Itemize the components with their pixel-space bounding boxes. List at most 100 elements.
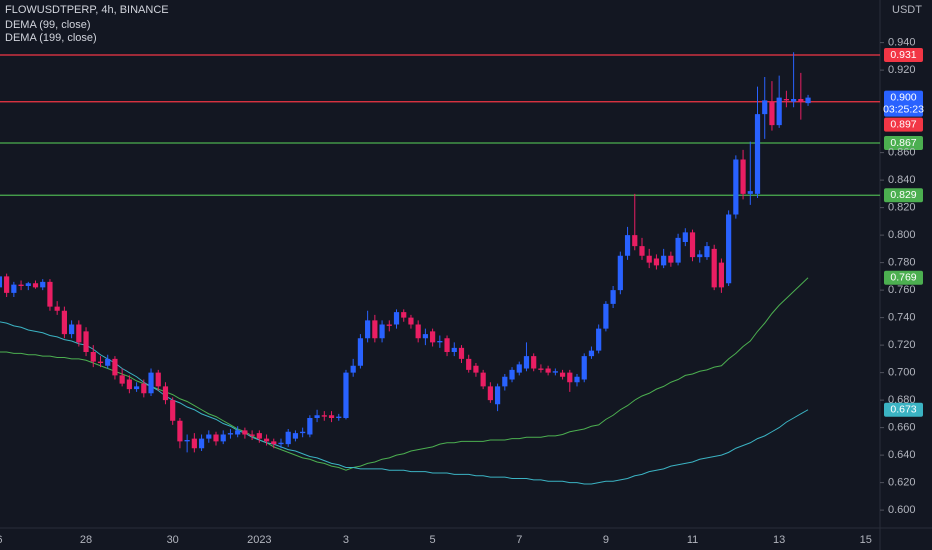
candle-body	[740, 159, 746, 194]
candle-body	[718, 262, 725, 288]
legend-entry: DEMA (99, close)	[5, 19, 91, 31]
y-tick-label: 0.820	[888, 202, 916, 214]
candle-body	[83, 331, 89, 352]
price-tag-label: 0.931	[890, 49, 916, 61]
candle-body	[32, 283, 39, 288]
x-tick-label: 30	[167, 534, 179, 546]
y-tick-label: 0.760	[888, 284, 916, 296]
candle-body	[177, 420, 183, 442]
candle-body	[668, 255, 674, 263]
candle-body	[365, 320, 371, 339]
candle-body	[617, 255, 623, 291]
candle-body	[798, 99, 804, 102]
candle-body	[162, 386, 169, 401]
candle-body	[805, 97, 811, 104]
indicator-line	[0, 277, 809, 471]
indicator-line	[0, 321, 809, 485]
price-tag-label: 0.673	[890, 404, 916, 416]
x-tick-label: 9	[603, 534, 609, 546]
candle-body	[314, 415, 320, 418]
candle-body	[69, 324, 75, 335]
price-tag	[884, 117, 923, 132]
candle-body	[343, 372, 349, 418]
candle-body	[689, 232, 696, 258]
y-tick-label: 0.700	[888, 367, 916, 379]
candle-body	[726, 214, 732, 284]
candle-body	[105, 358, 111, 366]
y-axis-label: USDT	[892, 4, 922, 16]
candle-body	[559, 372, 566, 377]
candle-body	[603, 303, 609, 329]
candle-body	[4, 276, 10, 293]
chart-title: FLOWUSDTPERP, 4h, BINANCE	[5, 4, 169, 16]
y-tick-label: 0.740	[888, 312, 916, 324]
y-tick-label: 0.620	[888, 477, 916, 489]
candle-body	[776, 97, 782, 126]
candle-body	[422, 334, 428, 339]
candle-body	[97, 361, 104, 363]
y-tick-label: 0.800	[888, 229, 916, 241]
candle-body	[531, 356, 537, 369]
y-tick-label: 0.600	[888, 504, 916, 516]
candle-body	[574, 376, 580, 383]
y-tick-label: 0.860	[888, 147, 916, 159]
candle-body	[133, 386, 140, 390]
candle-body	[0, 276, 3, 288]
candle-body	[588, 350, 595, 357]
candle-body	[632, 235, 638, 247]
candle-body	[711, 248, 717, 288]
candle-body	[754, 114, 761, 194]
candle-body	[235, 430, 241, 435]
candle-body	[336, 416, 342, 418]
candle-body	[682, 232, 688, 242]
candle-body	[263, 438, 270, 442]
candle-body	[25, 283, 31, 286]
price-tag-label: 03:25:23	[883, 103, 924, 115]
candle-body	[148, 372, 154, 394]
plot	[0, 52, 880, 485]
price-tag-label: 0.897	[890, 118, 916, 130]
candle-body	[646, 255, 652, 263]
price-tag-label: 0.769	[890, 272, 916, 284]
x-tick-label: 3	[343, 534, 349, 546]
candle-body	[379, 324, 385, 339]
candle-body	[249, 434, 255, 436]
candle-body	[675, 237, 681, 263]
candle-body	[697, 254, 703, 258]
candle-body	[733, 159, 739, 215]
candle-body	[610, 290, 616, 304]
candle-body	[769, 101, 775, 126]
candle-body	[747, 191, 753, 194]
x-tick-label: 7	[516, 534, 522, 546]
candle-body	[90, 352, 96, 362]
candle-body	[451, 347, 457, 352]
candle-body	[40, 281, 46, 288]
y-tick-label: 0.920	[888, 64, 916, 76]
overlay: 0.931 0.897 0.867 0.829 0.769 0.673 0.90003:25…	[883, 48, 924, 417]
candle-body	[271, 441, 277, 445]
candle-body	[47, 281, 53, 307]
candle-body	[624, 235, 631, 256]
candle-body	[791, 99, 797, 102]
candle-body	[61, 310, 67, 335]
candle-body	[523, 356, 530, 369]
candle-body	[444, 338, 450, 352]
x-tick-label: 5	[430, 534, 436, 546]
candle-body	[18, 284, 24, 286]
x-tick-label: 6	[0, 534, 2, 546]
candle-body	[783, 99, 789, 101]
candle-body	[191, 438, 197, 449]
candle-body	[206, 434, 212, 439]
candle-body	[545, 368, 551, 373]
candle-body	[415, 324, 421, 339]
candle-body	[516, 364, 522, 373]
x-tick-label: 11	[687, 534, 698, 546]
y-tick-label: 0.640	[888, 449, 916, 461]
price-tag-label: 0.867	[890, 137, 916, 149]
candle-body	[494, 386, 501, 405]
candle-body	[581, 356, 587, 380]
candle-body	[487, 386, 493, 401]
candle-body	[220, 434, 226, 442]
